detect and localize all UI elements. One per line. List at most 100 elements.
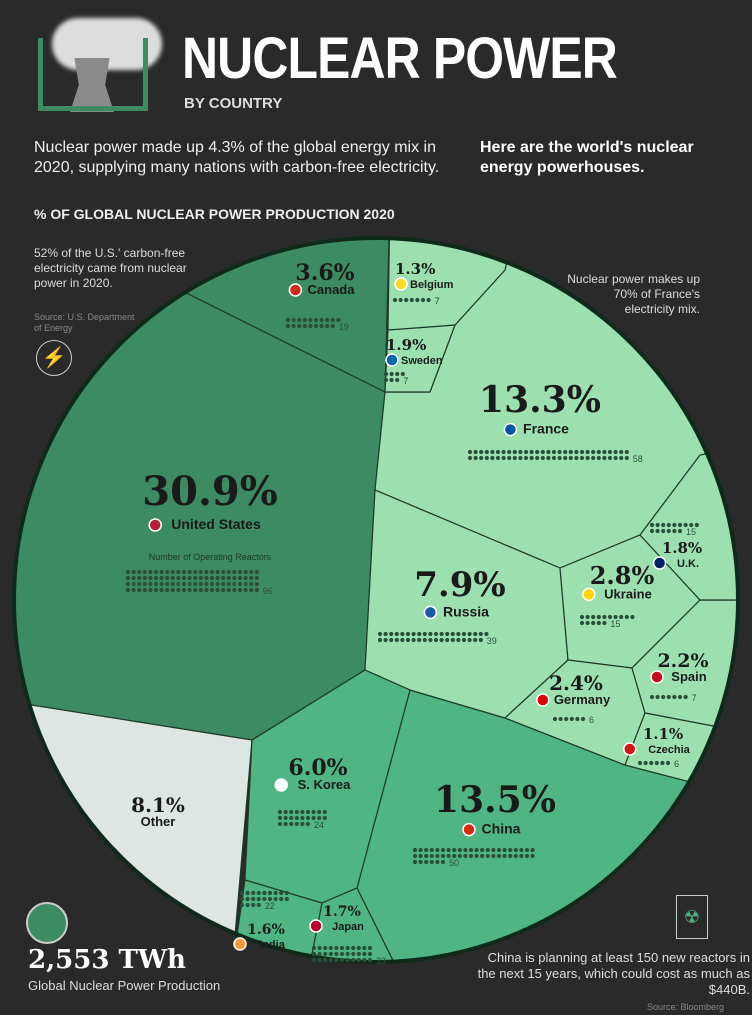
reactor-dot: [226, 569, 231, 575]
in-flag-icon: [233, 937, 247, 951]
reactor-dots-united-states: [125, 569, 259, 593]
reactor-dot: [317, 957, 322, 963]
reactor-dot: [523, 455, 529, 461]
reactor-dot: [491, 847, 496, 853]
reactor-dot: [395, 377, 400, 383]
value-label-czechia: 1.1%: [643, 725, 683, 743]
reactor-dot: [249, 581, 254, 587]
reactor-dot: [574, 449, 579, 455]
reactor-dot: [502, 853, 507, 859]
reactor-dot: [456, 631, 461, 637]
reactor-dot: [602, 449, 607, 455]
country-label-sweden: Sweden: [401, 355, 443, 367]
reactor-dot: [563, 449, 568, 455]
reactor-dot: [546, 455, 551, 461]
intro-text: Nuclear power made up 4.3% of the global…: [34, 139, 440, 176]
reactor-dot: [579, 455, 585, 461]
reactor-dot: [689, 522, 694, 528]
reactor-dot: [480, 847, 485, 853]
reactor-dot: [429, 853, 434, 859]
reactor-dot: [558, 716, 563, 722]
reactor-dot: [351, 951, 356, 957]
reactor-dot: [540, 449, 545, 455]
reactor-dot: [330, 317, 335, 323]
reactor-dot: [193, 575, 198, 581]
logo-frame: [38, 38, 148, 111]
reactor-dot: [159, 575, 164, 581]
reactor-dot: [367, 945, 373, 951]
reactor-dot: [491, 853, 496, 859]
reactor-dot: [383, 637, 388, 643]
reactor-dot: [336, 317, 341, 323]
reactor-dot: [153, 569, 159, 575]
reactor-dot: [666, 694, 671, 700]
reactor-dot: [215, 581, 220, 587]
reactor-dot: [367, 957, 373, 963]
reactor-count-ukraine: 15: [610, 619, 620, 629]
reactor-dot: [308, 317, 313, 323]
us-note: 52% of the U.S.' carbon-free electricity…: [34, 246, 187, 290]
reactor-dot: [279, 896, 284, 902]
reactor-dot: [209, 569, 215, 575]
reactor-dot: [283, 821, 288, 827]
reactor-dot: [273, 890, 278, 896]
reactor-dot: [294, 809, 299, 815]
reactor-dot: [283, 815, 288, 821]
reactor-count-canada: 19: [339, 322, 349, 332]
country-label-s-korea: S. Korea: [298, 777, 352, 792]
reactor-count-s-korea: 24: [314, 820, 324, 830]
reactor-dot: [596, 449, 601, 455]
reactor-dot: [322, 815, 327, 821]
reactor-dot: [563, 455, 568, 461]
reactor-dot: [529, 455, 534, 461]
reactor-dot: [585, 449, 590, 455]
reactor-dot: [655, 522, 660, 528]
reactor-count-france: 58: [633, 454, 643, 464]
reactor-dot: [426, 297, 431, 303]
reactor-dot: [418, 853, 423, 859]
value-label-germany: 2.4%: [549, 671, 603, 695]
reactor-dot: [283, 809, 288, 815]
reactor-dot: [580, 716, 586, 722]
reactor-dot: [409, 297, 414, 303]
reactor-dot: [165, 575, 170, 581]
reactor-dot: [294, 815, 299, 821]
reactor-dot: [181, 587, 187, 593]
reactor-dot: [524, 853, 530, 859]
reactor-dot: [418, 847, 423, 853]
value-label-united-states: 30.9%: [142, 468, 277, 515]
reactor-dot: [209, 575, 215, 581]
reactor-dot: [215, 587, 220, 593]
reactor-dot: [467, 637, 472, 643]
reactor-dot: [389, 631, 394, 637]
reactor-dot: [490, 455, 495, 461]
reactor-dot: [262, 896, 267, 902]
reactor-dot: [313, 323, 319, 329]
reactor-dot: [249, 575, 254, 581]
country-label-spain: Spain: [671, 669, 706, 684]
country-label-japan: Japan: [332, 921, 364, 933]
reactor-dot: [284, 890, 289, 896]
reactor-dot: [226, 581, 231, 587]
reactor-dot: [400, 637, 405, 643]
reactor-dot: [552, 716, 558, 722]
reactor-dot: [170, 569, 175, 575]
reactor-dot: [435, 853, 440, 859]
reactor-dot: [221, 569, 226, 575]
reactor-dot: [243, 575, 248, 581]
value-label-other: 8.1%: [131, 793, 185, 817]
reactor-dot: [148, 581, 153, 587]
reactor-dot: [204, 581, 209, 587]
value-label-canada: 3.6%: [295, 260, 354, 286]
reactor-dot: [694, 522, 699, 528]
reactor-dot: [394, 637, 399, 643]
reactor-dot: [254, 587, 259, 593]
reactor-dot: [463, 853, 468, 859]
reactor-dot: [395, 371, 400, 377]
reactor-dot: [273, 896, 278, 902]
reactor-dot: [446, 847, 451, 853]
reactor-dot: [429, 859, 434, 865]
reactor-dot: [254, 575, 259, 581]
reactor-dot: [412, 847, 418, 853]
reactor-dot: [389, 377, 394, 383]
